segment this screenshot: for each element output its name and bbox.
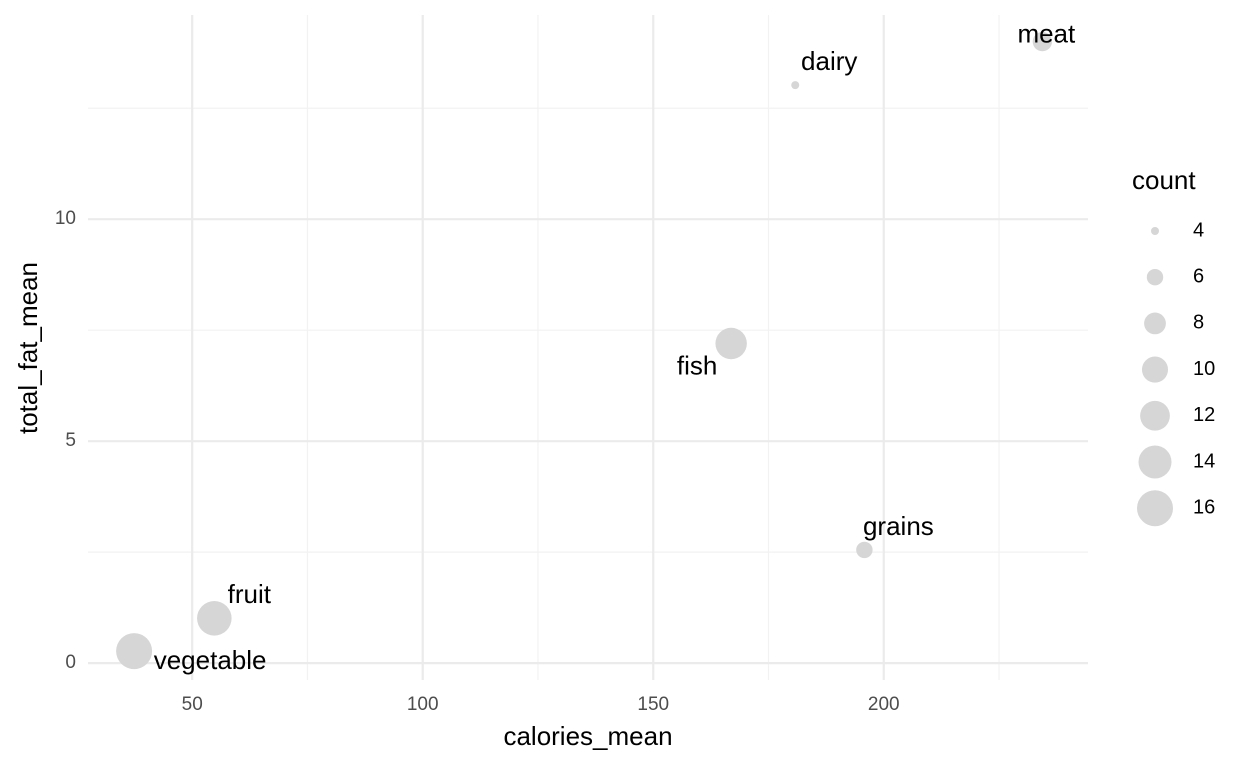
legend-title: count [1132,165,1196,195]
point-label: dairy [801,46,857,76]
legend-key [1140,400,1170,431]
bubble [1032,31,1053,52]
bubble [715,327,747,360]
legend-label: 16 [1193,496,1215,518]
legend-label: 6 [1193,265,1204,287]
point-label: fruit [228,579,272,609]
legend-label: 10 [1193,358,1215,380]
y-axis-label: total_fat_mean [13,262,43,434]
legend-label: 4 [1193,219,1204,241]
y-tick-label: 5 [65,430,76,451]
point-label: meat [1017,19,1076,49]
bubble [791,81,800,90]
y-tick-label: 0 [65,652,76,673]
legend-key [1151,227,1159,235]
x-tick-label: 100 [407,694,439,715]
point-label: grains [863,511,934,541]
y-tick-label: 10 [55,208,76,229]
x-axis-label: calories_mean [503,721,672,751]
point-label: vegetable [154,645,267,675]
bubble [197,601,232,636]
x-tick-label: 50 [182,694,203,715]
bubble [116,633,153,670]
legend-label: 8 [1193,312,1204,334]
bubble [856,541,873,559]
point-label: fish [677,350,717,380]
x-tick-label: 200 [868,694,900,715]
legend-key [1141,356,1169,383]
legend-key [1138,445,1172,479]
legend-label: 14 [1193,450,1215,472]
x-tick-label: 150 [637,694,669,715]
legend-key [1146,268,1164,286]
legend-label: 12 [1193,404,1215,426]
legend-key [1137,490,1173,527]
legend-key [1144,312,1166,335]
